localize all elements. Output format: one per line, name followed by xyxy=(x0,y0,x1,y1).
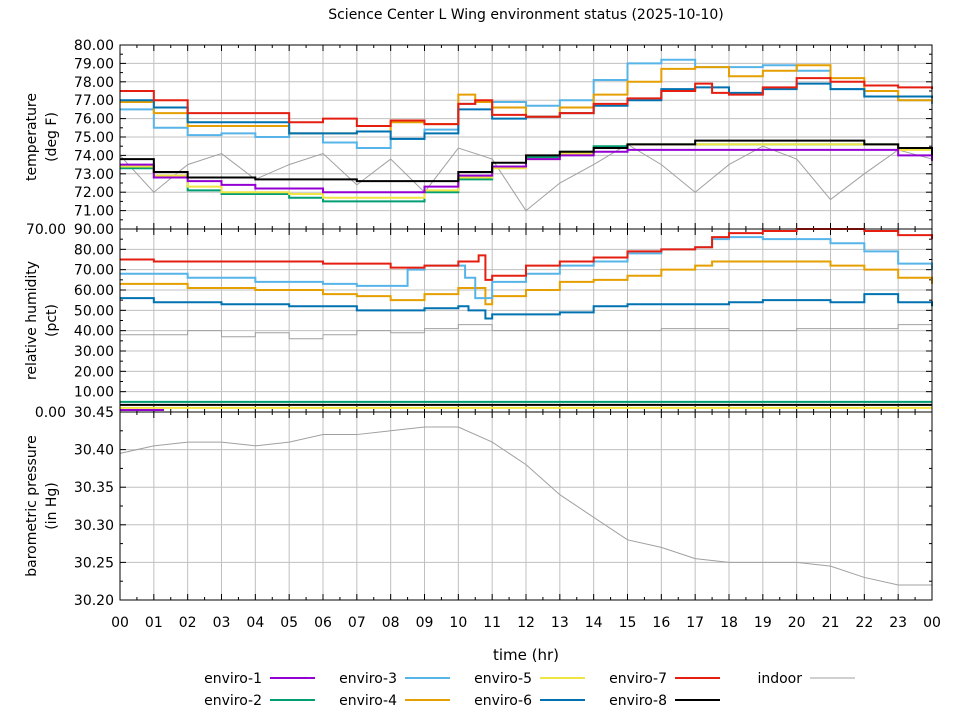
x-tick-label: 07 xyxy=(348,615,366,631)
y-tick-label: 0.00 xyxy=(35,405,66,421)
x-axis-label: time (hr) xyxy=(493,646,559,664)
y-tick-label: 30.40 xyxy=(74,443,114,459)
series-enviro-4-line xyxy=(120,260,933,306)
y-tick-label: 10.00 xyxy=(74,385,114,401)
x-tick-label: 19 xyxy=(754,615,772,631)
y-tick-label: 70.00 xyxy=(74,263,114,279)
y-tick-label: 78.00 xyxy=(74,75,114,91)
legend-label: enviro-2 xyxy=(204,693,262,709)
y-axis-label-line: temperature xyxy=(24,93,40,181)
legend-label: enviro-8 xyxy=(609,693,667,709)
y-tick-label: 30.35 xyxy=(74,480,114,496)
y-axis-label: relative humidity (pct) xyxy=(24,261,60,380)
y-tick-label: 20.00 xyxy=(74,364,114,380)
x-tick-label: 11 xyxy=(483,615,501,631)
y-axis-label-line: barometric pressure xyxy=(24,435,40,576)
legend-label: enviro-1 xyxy=(204,671,262,687)
panel-2: 30.20 30.25 30.30 30.35 30.40 30.45 barometric… xyxy=(24,405,933,609)
legend-label: enviro-6 xyxy=(474,693,532,709)
series-enviro-7-line xyxy=(120,228,933,281)
y-axis-label-line: (deg F) xyxy=(44,112,60,162)
y-axis-label: temperature (deg F) xyxy=(24,93,60,181)
x-tick-label: 15 xyxy=(619,615,637,631)
series-indoor-line xyxy=(120,324,933,340)
legend-label: enviro-5 xyxy=(474,671,532,687)
y-tick-label: 90.00 xyxy=(74,222,114,238)
y-tick-label: 73.00 xyxy=(74,167,114,183)
x-tick-label: 18 xyxy=(720,615,738,631)
x-tick-label: 12 xyxy=(517,615,535,631)
y-tick-label: 30.20 xyxy=(74,593,114,609)
series-enviro-6-line xyxy=(120,293,933,320)
y-tick-label: 30.00 xyxy=(74,344,114,360)
x-tick-label: 22 xyxy=(855,615,873,631)
x-tick-label: 04 xyxy=(246,615,264,631)
y-tick-label: 76.00 xyxy=(74,112,114,128)
x-tick-label: 00 xyxy=(111,615,129,631)
x-tick-label: 20 xyxy=(788,615,806,631)
x-tick-label: 01 xyxy=(145,615,163,631)
panel-1: 0.00 10.00 20.00 30.00 40.00 50.00 60.00 70.00 8… xyxy=(24,222,933,421)
x-tick-label: 13 xyxy=(551,615,569,631)
y-tick-label: 30.25 xyxy=(74,555,114,571)
y-axis-label-line: (in Hg) xyxy=(44,482,60,530)
panel-0: 70.00 71.00 72.00 73.00 74.00 75.00 76.00 77.00… xyxy=(24,38,933,238)
y-tick-label: 79.00 xyxy=(74,56,114,72)
series-enviro-7-line xyxy=(120,77,933,127)
x-tick-label: 05 xyxy=(280,615,298,631)
y-tick-label: 40.00 xyxy=(74,324,114,340)
y-tick-label: 75.00 xyxy=(74,130,114,146)
x-tick-label: 03 xyxy=(213,615,231,631)
y-tick-label: 71.00 xyxy=(74,204,114,220)
x-tick-label: 10 xyxy=(449,615,467,631)
y-tick-label: 77.00 xyxy=(74,93,114,109)
chart-title: Science Center L Wing environment status… xyxy=(328,7,724,23)
y-tick-label: 72.00 xyxy=(74,185,114,201)
panel-frame xyxy=(119,411,933,601)
x-tick-label: 16 xyxy=(652,615,670,631)
x-tick-label: 09 xyxy=(416,615,434,631)
y-tick-label: 70.00 xyxy=(26,222,66,238)
series-enviro-3-line xyxy=(120,236,933,300)
legend-label: enviro-4 xyxy=(339,693,397,709)
y-axis-label: barometric pressure (in Hg) xyxy=(24,435,60,576)
y-tick-label: 74.00 xyxy=(74,148,114,164)
x-tick-label: 00 xyxy=(923,615,941,631)
y-axis-label-line: (pct) xyxy=(44,304,60,337)
series-enviro-8-line xyxy=(120,139,933,183)
y-tick-label: 30.30 xyxy=(74,518,114,534)
y-tick-label: 50.00 xyxy=(74,303,114,319)
legend-label: enviro-7 xyxy=(609,671,667,687)
x-tick-label: 14 xyxy=(585,615,603,631)
legend-label: enviro-3 xyxy=(339,671,397,687)
legend: enviro-1 enviro-3 enviro-5 enviro-7 indoor en… xyxy=(204,671,855,709)
x-tick-label: 02 xyxy=(179,615,197,631)
x-tick-label: 08 xyxy=(382,615,400,631)
x-tick-label: 23 xyxy=(889,615,907,631)
y-tick-label: 30.45 xyxy=(74,405,114,421)
y-tick-label: 80.00 xyxy=(74,38,114,54)
y-tick-label: 60.00 xyxy=(74,283,114,299)
x-tick-label: 17 xyxy=(686,615,704,631)
legend-label: indoor xyxy=(757,671,802,687)
series-indoor-line xyxy=(119,426,932,586)
y-axis-label-line: relative humidity xyxy=(24,261,40,380)
y-tick-label: 80.00 xyxy=(74,242,114,258)
x-tick-label: 06 xyxy=(314,615,332,631)
x-tick-label: 21 xyxy=(822,615,840,631)
